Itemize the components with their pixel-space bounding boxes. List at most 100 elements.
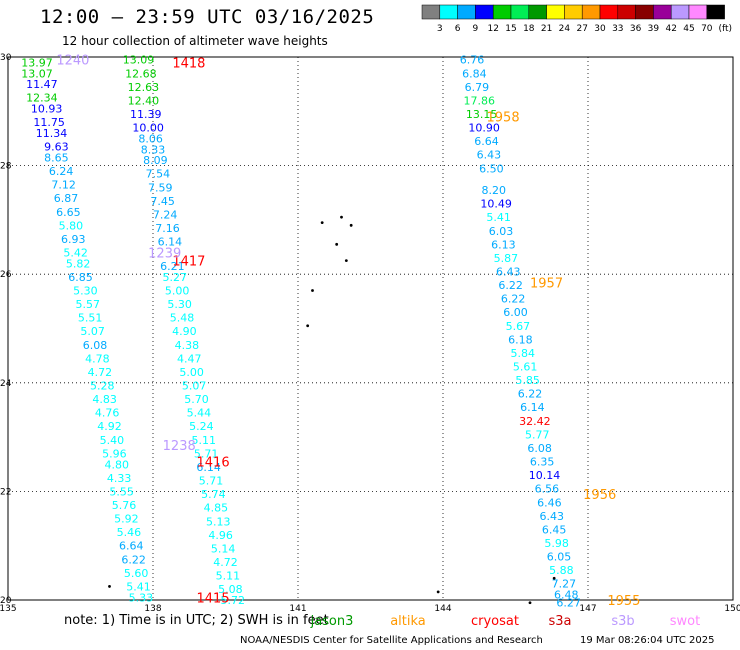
swh-value-label: 6.27 [556,597,581,610]
x-tick-label: 150 [724,604,740,614]
swh-value-label: 5.07 [80,325,105,338]
x-tick-label: 135 [0,604,17,614]
swh-value-label: 9.63 [44,141,69,154]
island-dot [340,215,343,219]
swh-value-label: 10.14 [529,469,561,482]
track-time-label: 1957 [530,276,563,291]
swh-value-label: 5.80 [59,219,84,232]
y-tick-label: 22 [0,487,11,497]
swh-value-label: 5.27 [163,271,188,284]
swh-value-label: 11.47 [26,78,58,91]
y-tick-label: 30 [0,53,12,63]
island-dot [311,289,314,292]
swh-value-label: 6.13 [491,238,516,251]
swh-value-label: 6.43 [496,265,521,278]
island-dot [436,590,440,594]
map-subtitle: 12 hour collection of altimeter wave hei… [62,34,328,48]
swh-value-label: 12.63 [128,81,160,94]
swh-value-label: 6.76 [460,54,485,67]
swh-value-label: 5.85 [515,374,540,387]
satellite-legend-item: s3a [548,614,571,629]
swh-value-label: 6.48 [554,589,579,602]
swh-value-label: 5.67 [506,320,531,333]
x-tick-label: 144 [434,604,451,614]
swh-value-label: 7.16 [155,222,180,235]
colorbar-unit: (ft) [718,24,732,34]
swh-value-label: 6.03 [489,225,514,238]
track-time-label: 1415 [197,591,230,606]
swh-value-label: 5.51 [78,312,103,325]
swh-value-label: 5.28 [90,380,115,393]
colorbar-label: 6 [455,24,461,34]
plot-frame [7,56,734,601]
swh-value-label: 5.42 [63,246,88,259]
swh-value-label: 4.85 [204,502,229,515]
swh-value-label: 7.45 [150,195,175,208]
swh-value-label: 5.92 [114,513,139,526]
swh-value-label: 5.08 [218,583,243,596]
swh-value-label: 6.21 [160,260,185,273]
swh-value-label: 5.30 [167,298,192,311]
track-time-label: 1238 [163,439,196,454]
swh-value-label: 6.22 [498,279,523,292]
swh-value-label: 5.30 [73,284,98,297]
swh-value-label: 4.96 [208,529,233,542]
swh-value-label: 4.90 [172,325,197,338]
island-dot [306,324,310,328]
track-time-label: 1416 [197,456,230,471]
swh-value-label: 5.88 [549,564,574,577]
y-tick-label: 28 [0,162,12,172]
legend-note: note: 1) Time is in UTC; 2) SWH is in fe… [64,613,329,628]
island-dot [108,585,111,588]
swh-value-label: 13.97 [21,56,53,69]
y-tick-label: 24 [0,379,12,389]
swh-value-label: 4.38 [175,339,200,352]
swh-value-label: 6.24 [49,165,74,178]
swh-value-label: 6.46 [537,496,562,509]
swh-value-label: 4.83 [92,393,117,406]
satellite-legend-item: cryosat [471,614,519,629]
swh-value-label: 5.24 [189,420,214,433]
swh-value-label: 4.72 [213,556,238,569]
colorbar-label: 3 [437,24,443,34]
swh-value-label: 4.72 [88,366,113,379]
swh-value-label: 5.61 [513,361,538,374]
swh-value-label: 5.40 [100,434,125,447]
swh-value-label: 7.24 [153,208,178,221]
swh-value-label: 12.40 [128,94,160,107]
swh-value-label: 5.00 [179,366,204,379]
swh-value-label: 10.00 [132,122,164,135]
satellite-legend-item: swot [670,614,700,629]
swh-value-label: 5.07 [182,380,207,393]
footer-timestamp: 19 Mar 08:26:04 UTC 2025 [580,635,715,646]
swh-value-label: 8.33 [141,143,166,156]
colorbar-label: 12 [487,24,498,34]
swh-value-label: 12.68 [125,67,157,80]
swh-value-label: 5.71 [194,447,219,460]
swh-value-label: 13.07 [21,67,53,80]
colorbar-label: 33 [612,24,623,34]
swh-value-label: 5.72 [221,594,246,607]
swh-value-label: 5.00 [165,284,190,297]
swh-value-label: 5.55 [109,485,134,498]
swh-value-label: 6.18 [508,333,533,346]
track-time-label: 1958 [487,111,520,126]
swh-value-label: 17.86 [464,94,496,107]
satellite-legend-item: s3b [611,614,634,629]
island-dot [335,242,339,246]
swh-value-label: 4.92 [97,420,122,433]
colorbar-label: 27 [576,24,587,34]
swh-value-label: 13.09 [123,54,155,67]
swh-value-label: 7.27 [552,578,577,591]
satellite-legend-item: jason3 [310,614,354,629]
track-time-label: 1955 [607,594,640,609]
x-tick-label: 138 [144,604,161,614]
swh-value-label: 6.45 [542,523,567,536]
swh-value-label: 10.90 [468,122,500,135]
swh-value-label: 7.54 [146,168,171,181]
island-dot [320,221,324,225]
swh-value-label: 8.09 [143,154,168,167]
swh-value-label: 6.93 [61,233,86,246]
swh-value-label: 12.34 [26,92,58,105]
